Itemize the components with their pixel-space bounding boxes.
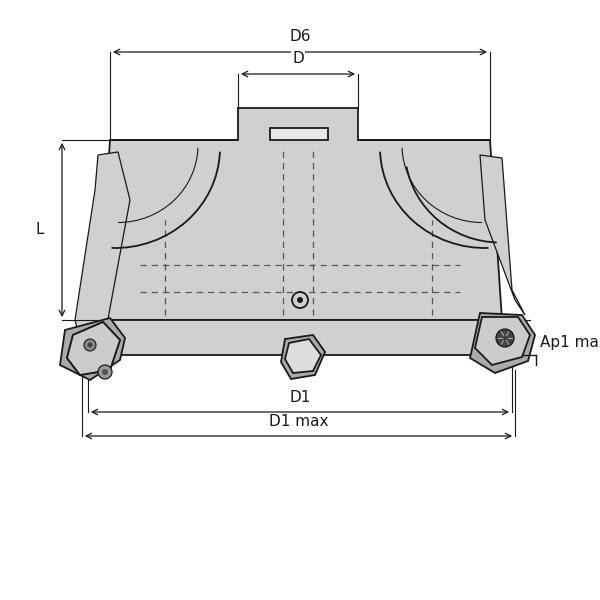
Text: D: D <box>292 51 304 66</box>
Text: D1 max: D1 max <box>269 414 328 429</box>
Polygon shape <box>470 313 535 373</box>
Text: Ap1 max: Ap1 max <box>540 335 600 350</box>
Polygon shape <box>285 339 321 373</box>
Circle shape <box>88 343 92 347</box>
Circle shape <box>297 297 303 303</box>
Polygon shape <box>70 320 530 355</box>
Polygon shape <box>67 322 120 375</box>
Polygon shape <box>270 128 328 140</box>
Text: D1: D1 <box>289 390 311 405</box>
Circle shape <box>84 339 96 351</box>
Polygon shape <box>475 317 530 365</box>
Circle shape <box>496 329 514 347</box>
Polygon shape <box>281 335 325 379</box>
Text: D6: D6 <box>289 29 311 44</box>
Circle shape <box>102 369 108 375</box>
Text: L: L <box>35 223 44 238</box>
Polygon shape <box>98 108 502 320</box>
Circle shape <box>98 365 112 379</box>
Polygon shape <box>75 152 130 340</box>
Polygon shape <box>60 318 125 380</box>
Polygon shape <box>480 155 525 315</box>
